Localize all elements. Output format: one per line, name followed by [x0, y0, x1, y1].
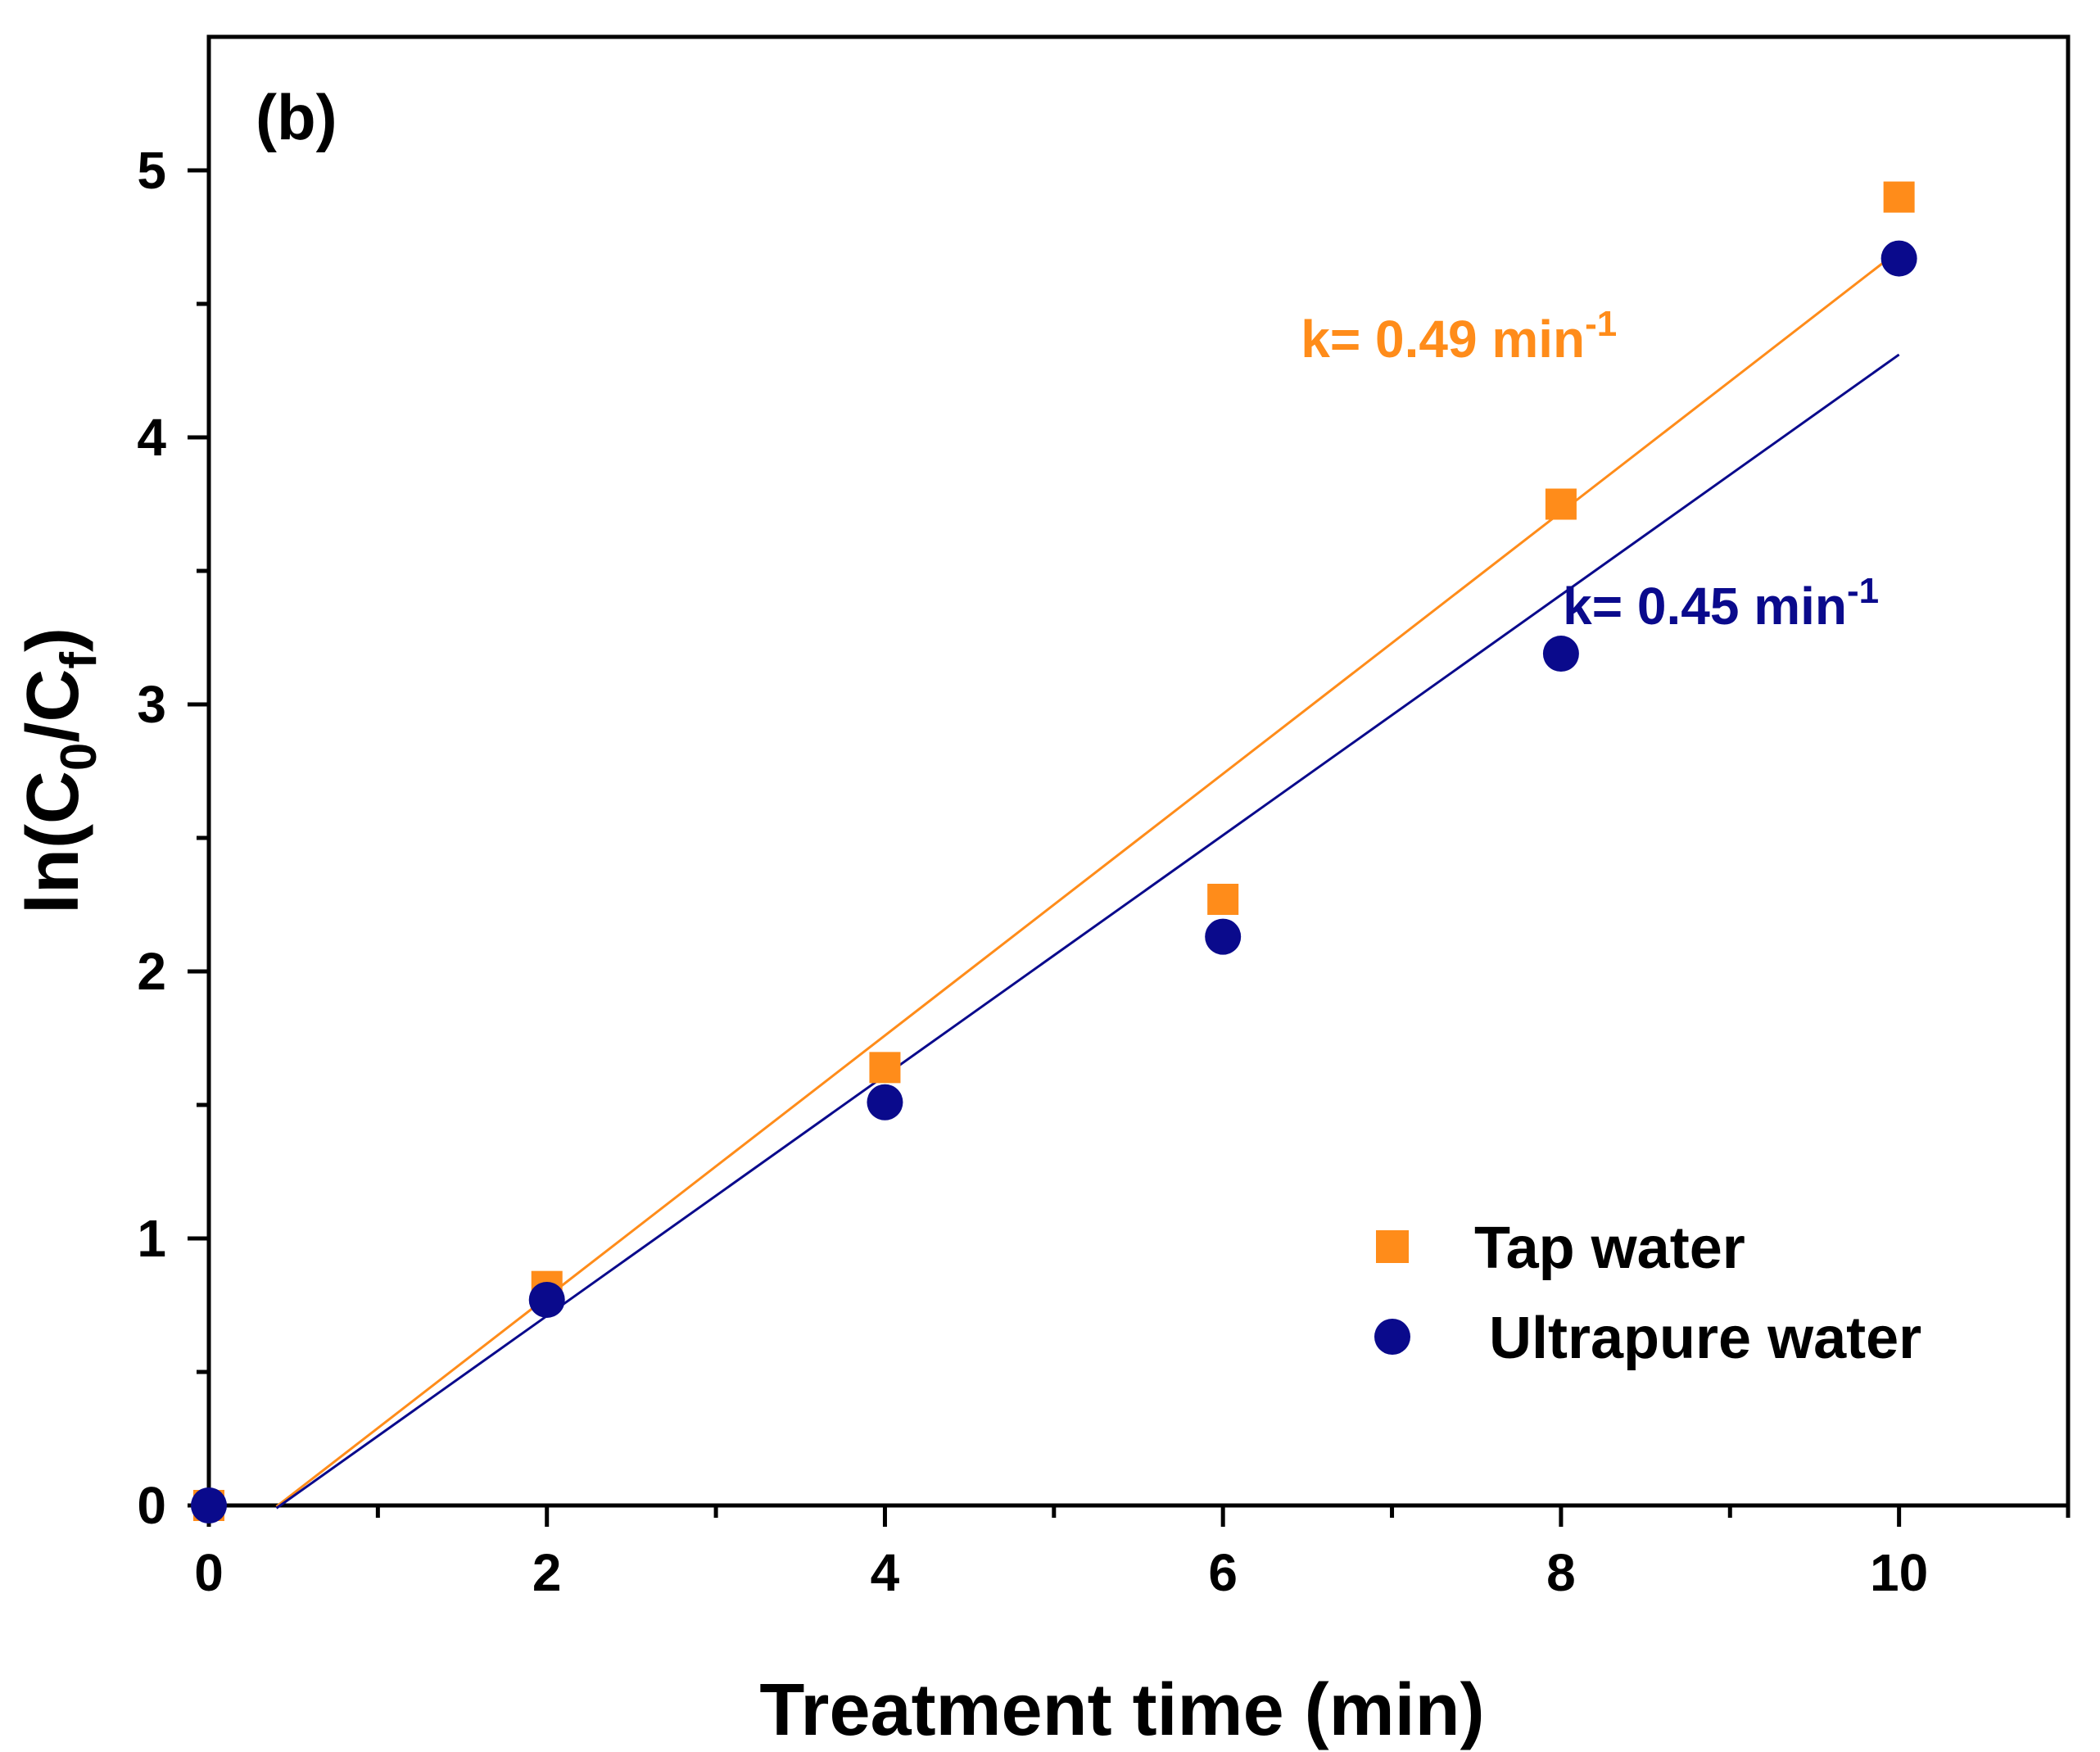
ultrapure-water-point [1542, 636, 1579, 672]
panel-label: (b) [256, 81, 337, 153]
rate-constant-value: k= 0.49 min [1301, 310, 1585, 369]
rate-constant-value: k= 0.45 min [1563, 577, 1847, 636]
tap-water-point [1545, 488, 1577, 520]
y-tick-label: 1 [137, 1209, 166, 1268]
y-axis-title-part: ) [12, 627, 94, 652]
x-tick-label: 10 [1870, 1543, 1928, 1602]
ultrapure-water-point [191, 1487, 227, 1523]
y-tick-label: 4 [137, 408, 166, 467]
rate-constant-annotation: k= 0.49 min-1 [1301, 304, 1617, 369]
y-axis-title-part: 0 [51, 743, 107, 771]
ultrapure-water-point [528, 1281, 565, 1318]
x-tick-label: 4 [871, 1543, 900, 1602]
x-tick-label: 6 [1208, 1543, 1238, 1602]
rate-constant-exponent: -1 [1847, 571, 1879, 611]
x-tick-label: 8 [1546, 1543, 1576, 1602]
ultrapure-water-point [1205, 918, 1242, 955]
rate-constant-exponent: -1 [1585, 304, 1617, 344]
legend-entry: Tap water [1474, 1216, 1745, 1281]
tap-water-point [1883, 181, 1915, 213]
y-tick-label: 3 [137, 675, 166, 734]
y-axis-title-part: f [51, 652, 107, 669]
x-axis-title: Treatment time (min) [759, 1669, 1484, 1751]
x-tick-label: 0 [194, 1543, 224, 1602]
ultrapure-water-point [867, 1084, 903, 1120]
legend-marker-ultrapure-water [1374, 1319, 1410, 1355]
y-tick-label: 5 [137, 141, 166, 200]
y-axis-title-part: /C [12, 669, 94, 743]
y-tick-label: 2 [137, 942, 166, 1001]
x-tick-label: 2 [532, 1543, 562, 1602]
legend-marker-tap-water [1376, 1230, 1409, 1263]
legend-entry: Ultrapure water [1489, 1306, 1921, 1371]
y-tick-label: 0 [137, 1476, 166, 1535]
y-axis-title: ln(C0/Cf) [12, 627, 107, 914]
tap-water-point [869, 1052, 901, 1084]
rate-constant-annotation: k= 0.45 min-1 [1563, 571, 1879, 636]
tap-water-point [1207, 883, 1239, 915]
ultrapure-water-point [1880, 240, 1917, 277]
plot-frame [206, 34, 2071, 1508]
y-axis-title-part: ln(C [12, 771, 94, 914]
